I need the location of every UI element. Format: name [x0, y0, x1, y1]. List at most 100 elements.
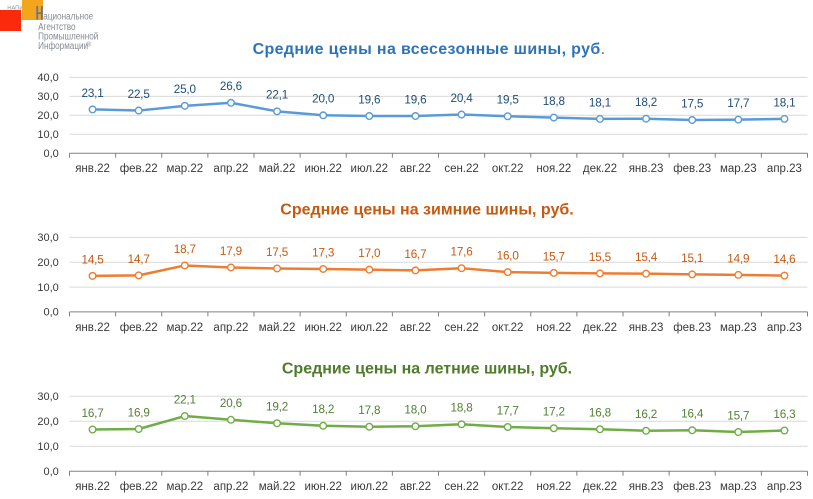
svg-text:10,0: 10,0: [37, 282, 58, 294]
svg-text:окт.22: окт.22: [492, 163, 524, 175]
svg-text:янв.22: янв.22: [75, 481, 110, 493]
svg-text:авг.22: авг.22: [400, 163, 431, 175]
svg-text:Информации: Информации: [38, 40, 88, 51]
svg-text:19,6: 19,6: [358, 93, 380, 106]
svg-text:23,1: 23,1: [81, 87, 103, 100]
svg-text:ноя.22: ноя.22: [536, 481, 571, 493]
svg-text:16,9: 16,9: [128, 406, 150, 419]
svg-text:14,7: 14,7: [128, 253, 150, 266]
svg-text:16,0: 16,0: [497, 250, 520, 263]
svg-text:фев.23: фев.23: [673, 322, 711, 334]
svg-text:14,9: 14,9: [727, 252, 749, 265]
svg-text:0,0: 0,0: [44, 148, 59, 160]
svg-text:15,5: 15,5: [589, 251, 612, 264]
svg-text:сен.22: сен.22: [444, 163, 478, 175]
svg-text:апр.22: апр.22: [213, 322, 248, 334]
svg-text:фев.23: фев.23: [673, 481, 711, 493]
svg-text:ноя.22: ноя.22: [536, 163, 571, 175]
svg-text:янв.23: янв.23: [629, 163, 664, 175]
svg-text:17,9: 17,9: [220, 245, 242, 258]
svg-text:20,4: 20,4: [450, 92, 473, 105]
svg-text:30,0: 30,0: [37, 91, 58, 103]
svg-text:апр.23: апр.23: [767, 322, 802, 334]
svg-text:®: ®: [86, 41, 91, 49]
svg-text:17,2: 17,2: [543, 406, 565, 419]
svg-text:мар.23: мар.23: [720, 322, 757, 334]
svg-text:июл.22: июл.22: [351, 163, 389, 175]
svg-text:18,2: 18,2: [312, 403, 334, 416]
svg-text:22,1: 22,1: [266, 89, 288, 102]
svg-text:18,1: 18,1: [773, 96, 795, 109]
svg-text:июн.22: июн.22: [304, 481, 341, 493]
svg-text:авг.22: авг.22: [400, 481, 431, 493]
svg-text:17,6: 17,6: [450, 246, 472, 259]
svg-text:18,2: 18,2: [635, 96, 657, 109]
svg-text:16,7: 16,7: [81, 407, 103, 420]
svg-text:Средние цены на всесезонные ши: Средние цены на всесезонные шины, руб.: [253, 41, 606, 58]
svg-text:янв.23: янв.23: [629, 322, 664, 334]
svg-text:май.22: май.22: [259, 322, 296, 334]
svg-text:дек.22: дек.22: [583, 163, 617, 175]
svg-text:22,1: 22,1: [174, 393, 196, 406]
svg-text:май.22: май.22: [259, 481, 296, 493]
svg-text:июн.22: июн.22: [304, 322, 341, 334]
svg-text:16,7: 16,7: [404, 248, 426, 261]
svg-text:17,8: 17,8: [358, 404, 380, 417]
svg-text:15,1: 15,1: [681, 252, 703, 265]
svg-text:26,6: 26,6: [220, 80, 242, 93]
svg-text:мар.22: мар.22: [166, 322, 203, 334]
svg-text:25,0: 25,0: [174, 83, 197, 96]
svg-text:15,7: 15,7: [543, 250, 565, 263]
svg-text:ациональное: ациональное: [43, 11, 93, 22]
svg-text:19,6: 19,6: [404, 93, 426, 106]
svg-text:16,4: 16,4: [681, 408, 704, 421]
svg-text:14,6: 14,6: [773, 253, 795, 266]
svg-text:17,0: 17,0: [358, 247, 381, 260]
svg-text:янв.22: янв.22: [75, 163, 110, 175]
svg-text:янв.22: янв.22: [75, 322, 110, 334]
svg-text:апр.22: апр.22: [213, 481, 248, 493]
svg-text:30,0: 30,0: [37, 232, 58, 244]
svg-text:10,0: 10,0: [37, 441, 58, 453]
svg-text:окт.22: окт.22: [492, 481, 524, 493]
svg-text:0,0: 0,0: [44, 307, 59, 319]
svg-text:17,5: 17,5: [681, 97, 704, 110]
svg-text:Средние цены на зимние шины, р: Средние цены на зимние шины, руб.: [280, 201, 573, 218]
svg-text:май.22: май.22: [259, 163, 296, 175]
svg-text:сен.22: сен.22: [444, 322, 478, 334]
svg-text:июл.22: июл.22: [351, 322, 389, 334]
svg-text:апр.22: апр.22: [213, 163, 248, 175]
svg-text:17,5: 17,5: [266, 246, 289, 259]
svg-text:30,0: 30,0: [37, 391, 58, 403]
svg-text:16,8: 16,8: [589, 407, 611, 420]
svg-text:мар.23: мар.23: [720, 163, 757, 175]
svg-text:янв.23: янв.23: [629, 481, 664, 493]
svg-text:20,0: 20,0: [37, 416, 58, 428]
svg-text:Агентство: Агентство: [38, 21, 75, 32]
svg-text:18,0: 18,0: [404, 404, 427, 417]
svg-text:14,5: 14,5: [81, 253, 104, 266]
svg-text:авг.22: авг.22: [400, 322, 431, 334]
svg-text:16,3: 16,3: [773, 408, 795, 421]
svg-text:22,5: 22,5: [128, 88, 151, 101]
svg-text:Промышленной: Промышленной: [38, 31, 98, 42]
svg-text:дек.22: дек.22: [583, 481, 617, 493]
svg-text:16,2: 16,2: [635, 408, 657, 421]
svg-text:0,0: 0,0: [44, 466, 59, 478]
svg-text:июн.22: июн.22: [304, 163, 341, 175]
svg-text:сен.22: сен.22: [444, 481, 478, 493]
svg-text:мар.22: мар.22: [166, 481, 203, 493]
svg-text:фев.23: фев.23: [673, 163, 711, 175]
svg-text:18,8: 18,8: [543, 95, 565, 108]
svg-text:17,3: 17,3: [312, 246, 334, 259]
svg-text:20,0: 20,0: [312, 93, 335, 106]
svg-text:18,1: 18,1: [589, 96, 611, 109]
svg-text:дек.22: дек.22: [583, 322, 617, 334]
svg-text:20,0: 20,0: [37, 257, 58, 269]
svg-text:ноя.22: ноя.22: [536, 322, 571, 334]
svg-text:20,0: 20,0: [37, 110, 58, 122]
svg-text:июл.22: июл.22: [351, 481, 389, 493]
svg-text:фев.22: фев.22: [120, 163, 158, 175]
svg-text:20,6: 20,6: [220, 397, 242, 410]
svg-text:фев.22: фев.22: [120, 322, 158, 334]
